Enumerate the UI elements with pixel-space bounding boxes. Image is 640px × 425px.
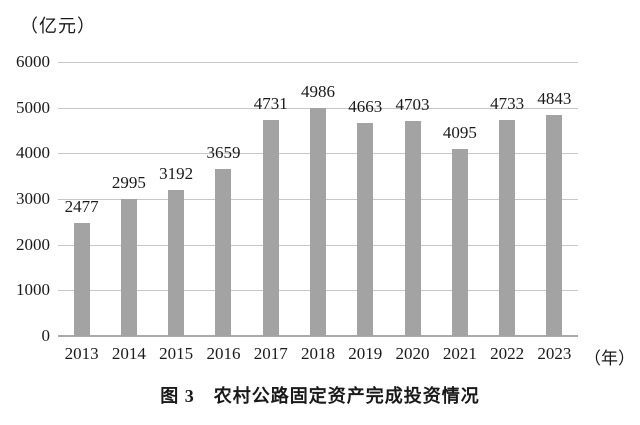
bar-2021 [451, 149, 468, 336]
bar-2019 [357, 123, 374, 336]
bar-2015 [168, 190, 185, 336]
y-tick-label-1000: 1000 [16, 280, 50, 300]
x-tick-label-2014: 2014 [111, 344, 146, 363]
x-tick-label-2020: 2020 [395, 344, 430, 363]
bar-value-label-2018: 4986 [301, 82, 335, 102]
bar-value-label-2019: 4663 [348, 97, 383, 117]
x-tick-label-2022: 2022 [490, 344, 525, 363]
x-tick-label-2023: 2023 [537, 344, 572, 363]
bar-value-label-2013: 2477 [64, 196, 99, 216]
bar-2017 [262, 119, 279, 336]
bar-2023 [546, 114, 563, 336]
bar-value-label-2023: 4843 [537, 88, 572, 108]
bar-2018 [310, 108, 326, 336]
x-tick-label-2013: 2013 [64, 344, 99, 363]
bar-2013 [73, 222, 90, 336]
y-tick-label-2000: 2000 [16, 234, 50, 254]
x-tick-label-2018: 2018 [301, 344, 335, 363]
y-tick-label-0: 0 [41, 326, 51, 345]
x-tick-label-2017: 2017 [253, 344, 288, 363]
bar-2022 [499, 119, 516, 336]
chart-caption: 图 3 农村公路固定资产完成投资情况 [160, 386, 480, 406]
y-tick-label-3000: 3000 [16, 189, 50, 208]
gridline-5000 [58, 107, 578, 109]
bar-value-label-2020: 4703 [395, 95, 430, 115]
x-axis-line [58, 335, 578, 337]
plot-area: 2477 2995 3192 3659 4731 4986 4663 4703 4095 4733… [58, 62, 578, 337]
bar-2016 [215, 168, 232, 336]
x-tick-label-2015: 2015 [159, 344, 194, 363]
x-tick-label-2016: 2016 [206, 344, 241, 363]
x-tick-label-2021: 2021 [442, 344, 477, 363]
bar-value-label-2015: 3192 [159, 164, 194, 184]
y-tick-label-6000: 6000 [16, 52, 50, 71]
gridline-6000 [58, 62, 578, 63]
bar-2020 [404, 121, 421, 336]
y-axis-unit-label: （亿元） [20, 16, 96, 36]
bar-value-label-2022: 4733 [490, 93, 525, 113]
x-tick-label-2019: 2019 [348, 344, 383, 363]
y-tick-label-4000: 4000 [16, 143, 50, 163]
y-tick-label-5000: 5000 [16, 97, 50, 117]
bar-value-label-2014: 2995 [111, 173, 146, 193]
bar-value-label-2016: 3659 [206, 142, 241, 162]
bar-2014 [120, 199, 137, 336]
x-axis-unit-label: （年） [584, 349, 635, 368]
bar-value-label-2017: 4731 [253, 93, 288, 113]
bar-value-label-2021: 4095 [442, 123, 477, 142]
